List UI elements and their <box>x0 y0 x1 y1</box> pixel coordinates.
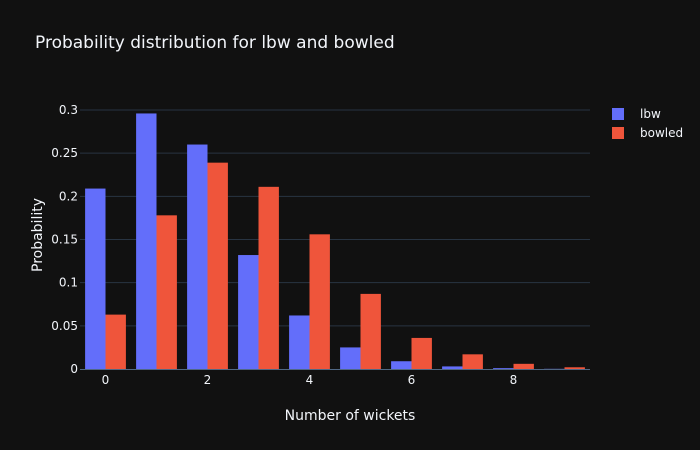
bar-bowled <box>462 354 483 369</box>
y-tick-label: 0.05 <box>51 319 78 333</box>
x-tick-label: 8 <box>510 373 518 387</box>
legend-label-lbw: lbw <box>640 106 661 121</box>
bar-lbw <box>442 366 463 369</box>
y-tick-label: 0 <box>70 362 78 376</box>
x-axis-label: Number of wickets <box>284 408 416 424</box>
legend-swatch-lbw <box>612 107 624 120</box>
y-tick-label: 0.15 <box>51 233 78 247</box>
bar-bowled <box>513 363 534 369</box>
bar-bowled <box>207 162 228 369</box>
y-tick-label: 0.3 <box>59 103 78 117</box>
bar-bowled <box>156 215 177 369</box>
bar-bowled <box>360 293 381 369</box>
legend[interactable]: lbw bowled <box>612 104 683 142</box>
bar-lbw <box>85 188 106 369</box>
bar-lbw <box>238 255 259 369</box>
legend-label-bowled: bowled <box>640 125 684 140</box>
y-tick-label: 0.25 <box>51 146 78 160</box>
bar-bowled <box>309 234 330 369</box>
bar-bowled <box>105 314 126 369</box>
bar-bowled <box>258 186 279 369</box>
legend-item-lbw[interactable]: lbw <box>612 104 683 123</box>
x-tick-label: 2 <box>204 373 212 387</box>
bar-bowled <box>411 337 432 369</box>
x-tick-label: 6 <box>408 373 416 387</box>
bar-lbw <box>391 361 412 369</box>
legend-swatch-bowled <box>612 126 624 139</box>
chart-title: Probability distribution for lbw and bow… <box>35 33 395 53</box>
legend-item-bowled[interactable]: bowled <box>612 123 683 142</box>
bar-lbw <box>340 347 361 369</box>
bar-lbw <box>493 368 514 369</box>
x-tick-label: 4 <box>306 373 314 387</box>
bar-lbw <box>289 315 310 369</box>
bar-bowled <box>564 367 585 369</box>
y-tick-label: 0.2 <box>59 189 78 203</box>
bar-lbw <box>136 113 157 369</box>
x-tick-label: 0 <box>102 373 110 387</box>
y-tick-label: 0.1 <box>59 276 78 290</box>
y-axis-label: Probability <box>30 197 46 273</box>
bar-lbw <box>187 144 208 369</box>
